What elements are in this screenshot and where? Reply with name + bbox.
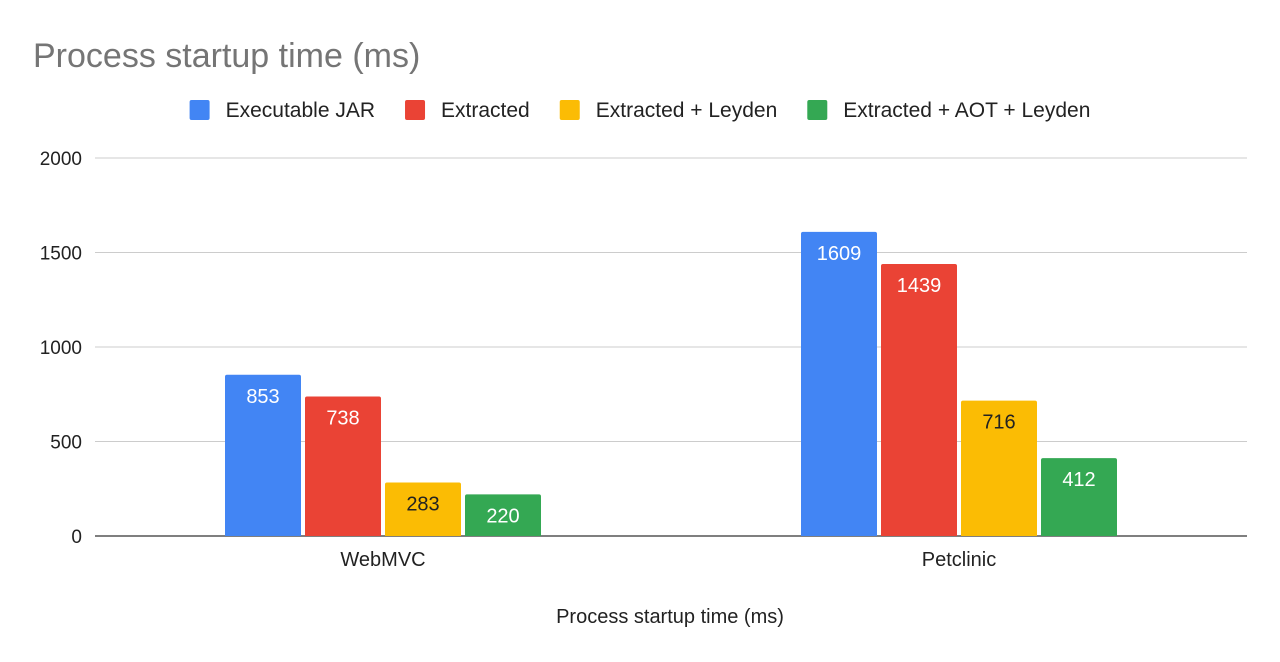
- legend-swatch: [405, 100, 426, 120]
- legend-label: Extracted + AOT + Leyden: [843, 99, 1090, 122]
- y-tick-label: 1000: [40, 338, 82, 359]
- bar: [1041, 458, 1117, 536]
- y-tick-label: 1500: [40, 244, 82, 265]
- x-category-label: WebMVC: [340, 549, 425, 571]
- bar: [801, 231, 877, 537]
- legend-swatch: [807, 100, 828, 120]
- bar: [465, 494, 541, 536]
- bar: [225, 374, 301, 536]
- legend: Executable JAR Extracted Extracted + Leyde…: [189, 99, 1090, 122]
- bar: [961, 400, 1037, 536]
- data-label: 1609: [817, 243, 862, 265]
- data-label: 412: [1062, 469, 1095, 491]
- data-label: 853: [246, 386, 279, 408]
- data-label: 1439: [897, 275, 942, 297]
- y-tick-label: 0: [71, 527, 82, 548]
- bars: [225, 231, 1117, 537]
- legend-swatch: [189, 100, 210, 120]
- chart-title: Process startup time (ms): [33, 37, 420, 75]
- data-label: 738: [326, 408, 359, 430]
- data-label: 220: [486, 505, 519, 527]
- legend-label: Extracted + Leyden: [596, 99, 778, 122]
- bar: [385, 482, 461, 536]
- x-axis-title: Process startup time (ms): [556, 606, 784, 628]
- x-axis-categories: WebMVC Petclinic: [340, 549, 996, 571]
- bar: [305, 396, 381, 536]
- data-label: 716: [982, 412, 1015, 434]
- y-tick-label: 500: [50, 433, 82, 454]
- legend-label: Extracted: [441, 99, 530, 122]
- y-axis-ticks: 0 500 1000 1500 2000: [40, 149, 82, 548]
- x-category-label: Petclinic: [922, 549, 996, 571]
- legend-label: Executable JAR: [226, 99, 375, 122]
- bar: [881, 264, 957, 536]
- y-tick-label: 2000: [40, 149, 82, 170]
- legend-swatch: [559, 100, 580, 120]
- data-labels: 853 738 283 220 1609 1439 716 412: [246, 243, 1095, 528]
- data-label: 283: [406, 494, 439, 516]
